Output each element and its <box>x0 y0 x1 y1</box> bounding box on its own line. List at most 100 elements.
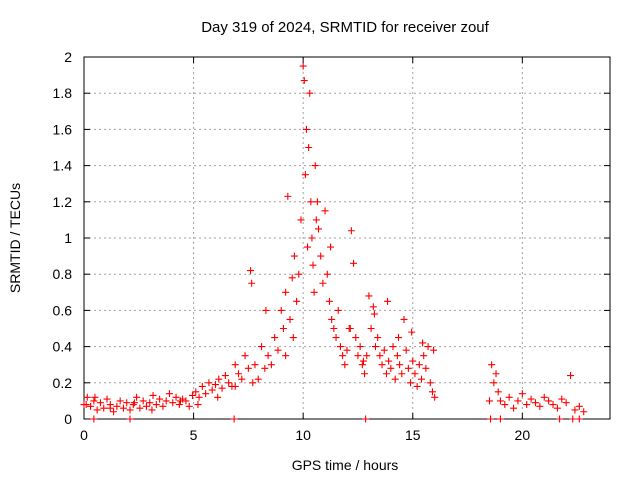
data-point <box>258 343 266 351</box>
data-point <box>359 357 367 365</box>
data-point <box>126 415 134 423</box>
data-point <box>230 415 238 423</box>
x-tick-label: 15 <box>405 427 421 443</box>
data-point <box>398 370 406 378</box>
data-point <box>299 62 307 70</box>
data-point <box>527 395 535 403</box>
data-point <box>293 297 301 305</box>
data-point <box>146 399 154 407</box>
data-point <box>407 379 415 387</box>
data-point <box>312 216 320 224</box>
data-point <box>284 192 292 200</box>
data-point <box>279 325 287 332</box>
data-point <box>221 372 229 380</box>
data-point <box>297 216 305 224</box>
data-point <box>307 198 315 206</box>
data-point <box>289 334 297 342</box>
data-point <box>116 397 124 405</box>
data-point <box>371 343 379 351</box>
data-point <box>198 382 206 390</box>
x-tick-label: 20 <box>515 427 531 443</box>
data-point <box>580 408 588 416</box>
data-point <box>431 393 439 401</box>
data-point <box>494 388 502 396</box>
data-point <box>244 364 252 372</box>
data-point <box>323 270 331 278</box>
data-point <box>536 402 544 410</box>
data-point <box>83 393 91 401</box>
data-point <box>553 404 561 412</box>
data-point <box>356 343 364 351</box>
data-point <box>169 399 177 407</box>
data-point <box>523 401 531 409</box>
data-point <box>409 357 417 365</box>
data-point <box>415 361 423 369</box>
x-tick-label: 0 <box>80 427 88 443</box>
data-point <box>254 375 262 383</box>
data-point <box>418 375 426 383</box>
data-point <box>315 225 323 233</box>
data-point <box>363 352 371 360</box>
data-point <box>389 343 397 351</box>
data-point <box>176 397 184 405</box>
data-point <box>332 334 340 342</box>
data-point <box>148 406 156 414</box>
data-point <box>156 395 164 403</box>
data-point <box>113 402 121 410</box>
data-point <box>149 391 157 399</box>
y-tick-label: 1 <box>64 230 72 246</box>
data-point <box>346 325 354 332</box>
data-point <box>251 361 259 369</box>
data-point <box>395 334 403 342</box>
data-point <box>496 397 504 405</box>
data-point <box>136 404 144 412</box>
data-point <box>225 379 233 387</box>
data-point <box>571 406 579 414</box>
data-point <box>317 252 325 260</box>
y-tick-label: 0.8 <box>53 266 73 282</box>
data-point <box>487 415 495 423</box>
y-tick-label: 1.6 <box>53 121 73 137</box>
data-point <box>162 397 170 405</box>
data-point <box>492 370 500 378</box>
data-point <box>264 352 272 360</box>
data-point <box>247 267 255 275</box>
y-axis-label: SRMTID / TECUs <box>7 183 23 293</box>
data-point <box>426 379 434 387</box>
y-tick-label: 1.8 <box>53 85 73 101</box>
data-point <box>248 279 256 287</box>
y-tick-label: 0 <box>64 411 72 427</box>
data-point <box>430 346 438 354</box>
data-point <box>231 382 239 390</box>
data-point <box>195 393 203 401</box>
data-point <box>194 401 202 409</box>
data-point <box>358 361 366 369</box>
data-point <box>231 361 239 369</box>
data-point <box>311 162 319 170</box>
data-point <box>558 395 566 403</box>
data-point <box>347 227 355 235</box>
data-point <box>306 89 314 97</box>
data-point <box>192 388 200 396</box>
data-point <box>514 397 522 405</box>
data-point <box>428 388 436 396</box>
data-point <box>304 243 312 251</box>
data-point <box>305 144 313 151</box>
data-point <box>208 386 216 394</box>
data-point <box>302 125 310 133</box>
data-point <box>188 391 196 399</box>
x-tick-label: 5 <box>190 427 198 443</box>
data-point <box>422 364 430 372</box>
data-point <box>286 315 294 323</box>
data-point <box>490 379 498 387</box>
data-point <box>267 361 275 369</box>
data-point <box>419 339 427 347</box>
y-tick-label: 0.2 <box>53 375 73 391</box>
chart-title: Day 319 of 2024, SRMTID for receiver zou… <box>201 19 489 36</box>
data-point <box>374 334 382 342</box>
data-point <box>288 274 296 282</box>
y-tick-label: 0.6 <box>53 302 73 318</box>
data-point <box>93 406 101 414</box>
data-point <box>354 352 362 360</box>
data-point <box>567 372 575 380</box>
